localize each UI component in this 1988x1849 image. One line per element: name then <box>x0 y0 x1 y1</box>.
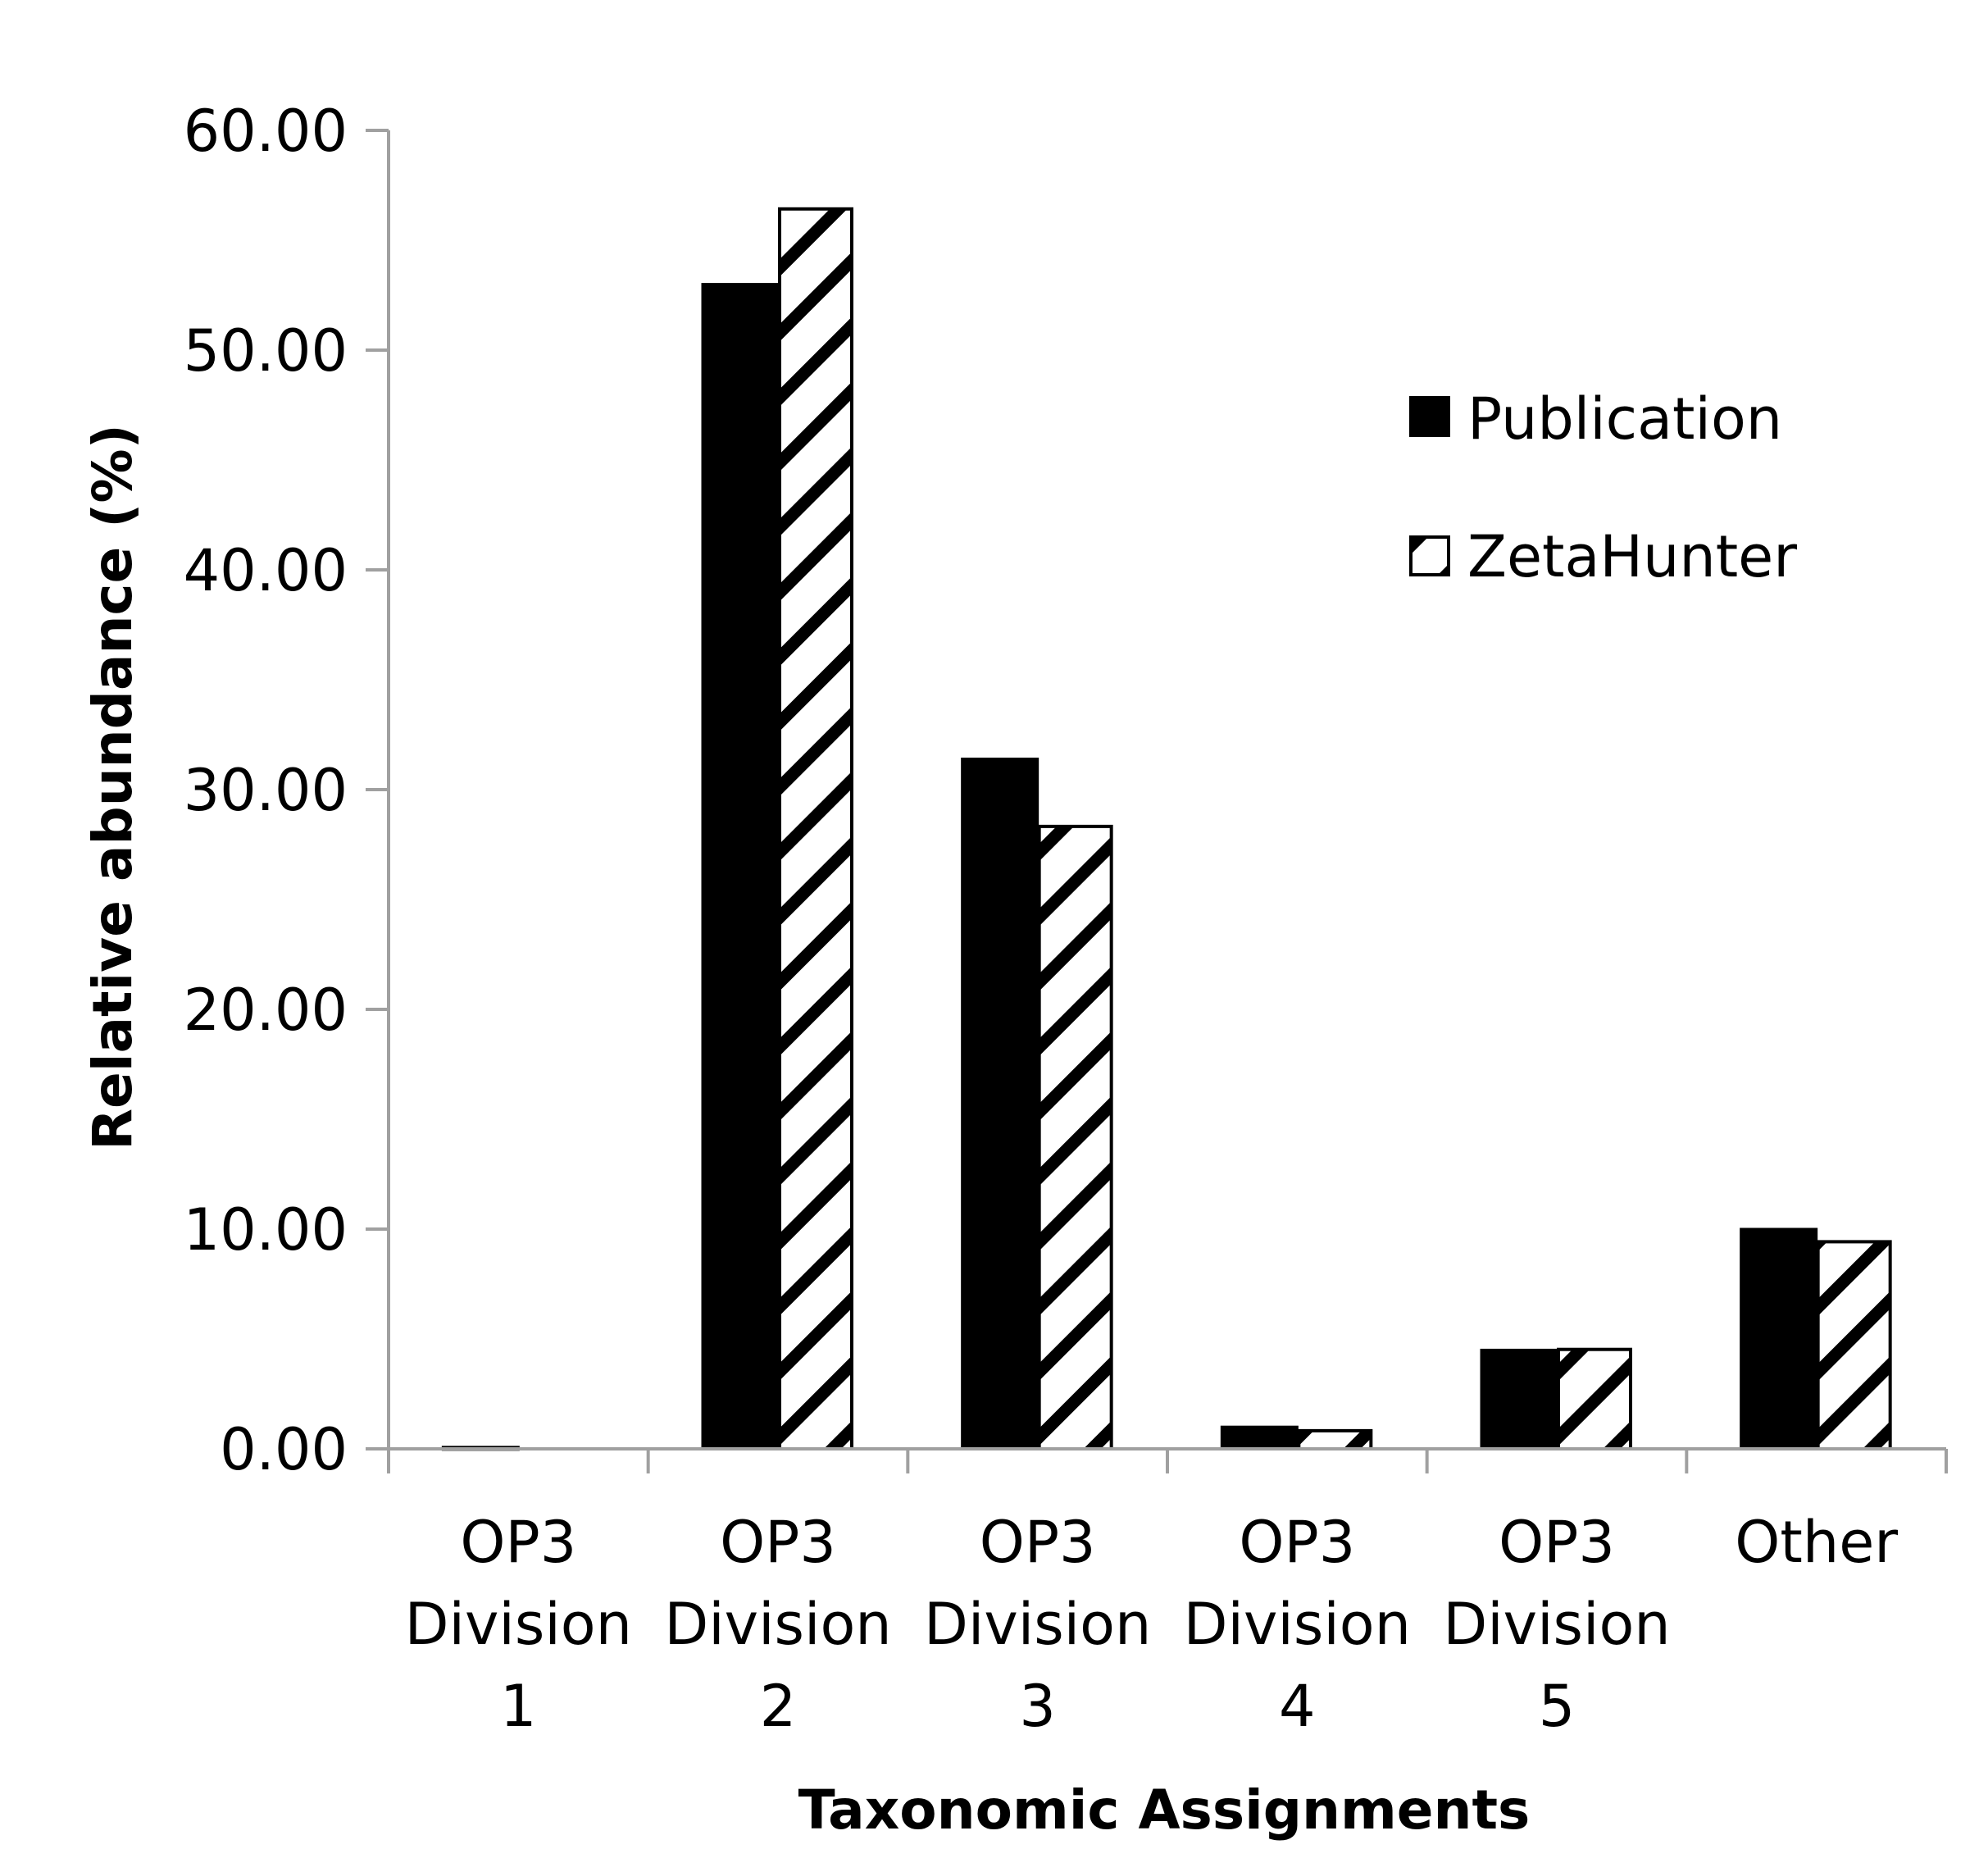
y-tick-label: 40.00 <box>184 537 348 604</box>
x-tick-label-line: OP3 <box>460 1509 576 1576</box>
x-tick-label-line: Division <box>1184 1591 1411 1658</box>
x-tick-label-line: 5 <box>1539 1673 1576 1740</box>
x-tick-label-line: Division <box>405 1591 632 1658</box>
bar-publication-6 <box>1740 1227 1818 1451</box>
x-tick-label-line: 4 <box>1279 1673 1316 1740</box>
legend-swatch-zetahunter <box>1409 535 1450 576</box>
x-tick-label: OP3 Division 1 <box>405 1509 632 1740</box>
x-tick-label: OP3 Division 3 <box>924 1509 1151 1740</box>
x-tick-label-line: 1 <box>500 1673 537 1740</box>
x-tick-label-line: OP3 <box>980 1509 1096 1576</box>
x-tick-label: OP3 Division 4 <box>1184 1509 1411 1740</box>
legend-label-zetahunter: ZetaHunter <box>1467 523 1797 590</box>
y-tick-label: 20.00 <box>184 977 348 1044</box>
legend: Publication ZetaHunter <box>1409 385 1797 590</box>
x-tick-label-line: 3 <box>1019 1673 1056 1740</box>
bar-publication-2 <box>701 283 780 1451</box>
x-tick-label: OP3 Division 2 <box>664 1509 891 1740</box>
x-tick-label: Other <box>1735 1509 1898 1576</box>
x-tick-label-line: OP3 <box>720 1509 836 1576</box>
x-tick-label-line: Division <box>664 1591 891 1658</box>
y-tick-label: 50.00 <box>184 317 348 385</box>
bar-publication-3 <box>961 757 1039 1451</box>
x-tick-label-line: OP3 <box>1499 1509 1615 1576</box>
y-tick-label: 60.00 <box>184 98 348 165</box>
x-axis-title: Taxonomic Assignments <box>798 1778 1531 1842</box>
x-tick-label-line: OP3 <box>1239 1509 1355 1576</box>
legend-label-publication: Publication <box>1467 385 1782 453</box>
bar-zetahunter-3 <box>1037 824 1113 1451</box>
x-tick-label-line: Division <box>924 1591 1151 1658</box>
bar-zetahunter-2 <box>778 207 853 1451</box>
legend-swatch-publication <box>1409 396 1450 437</box>
bar-zetahunter-6 <box>1816 1240 1892 1451</box>
bar-zetahunter-5 <box>1557 1347 1632 1451</box>
plot-area: 0.00 10.00 20.00 30.00 40.00 50.00 60.00 OP3 Div… <box>184 98 1948 1740</box>
x-tick-label-line: 2 <box>760 1673 797 1740</box>
x-tick-label-line: Other <box>1735 1509 1898 1576</box>
y-tick-label: 10.00 <box>184 1196 348 1264</box>
y-tick-label: 0.00 <box>220 1416 348 1483</box>
x-tick-label: OP3 Division 5 <box>1443 1509 1670 1740</box>
bar-publication-5 <box>1480 1348 1558 1451</box>
bar-zetahunter-4 <box>1297 1428 1373 1451</box>
bar-publication-4 <box>1220 1425 1299 1451</box>
y-tick-label: 30.00 <box>184 757 348 824</box>
x-tick-label-line: Division <box>1443 1591 1670 1658</box>
y-axis-title: Relative abundance (%) <box>81 424 144 1150</box>
